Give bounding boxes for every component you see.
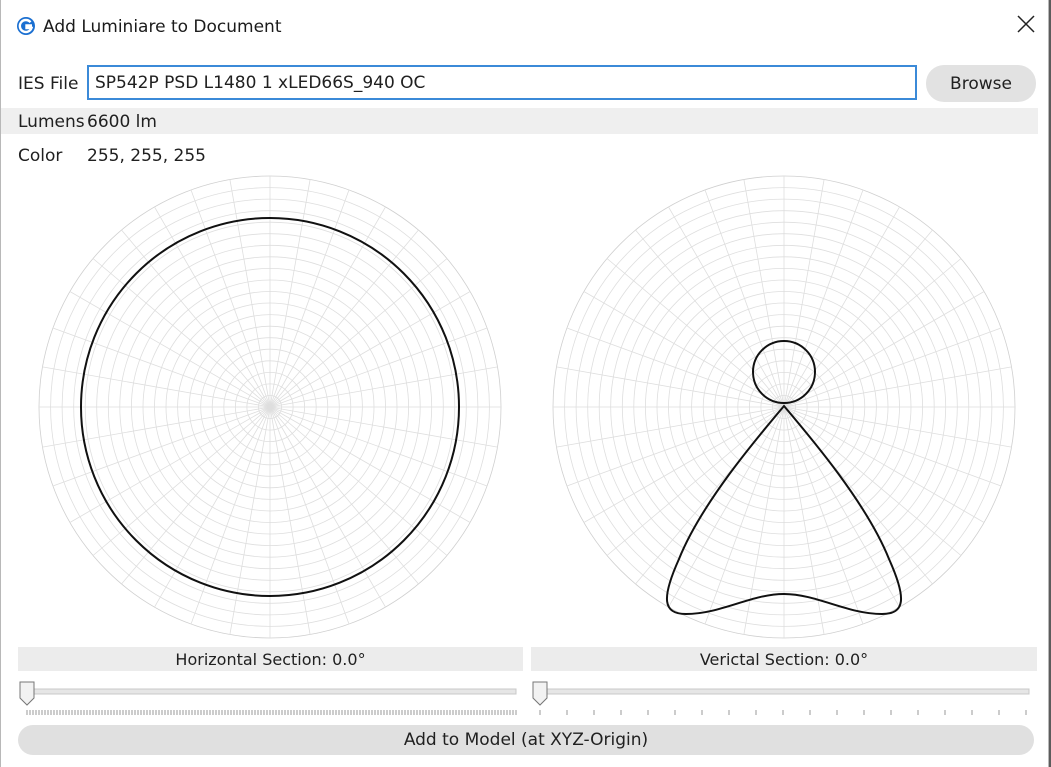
- window-title: Add Luminiare to Document: [43, 17, 282, 37]
- slider-thumb[interactable]: [19, 681, 35, 706]
- vertical-section-label: Verictal Section: 0.0°: [531, 647, 1037, 671]
- lumens-label: Lumens: [18, 112, 85, 132]
- add-to-model-button[interactable]: Add to Model (at XYZ-Origin): [18, 725, 1034, 755]
- horizontal-section-slider[interactable]: [18, 680, 520, 720]
- lumens-value: 6600 lm: [87, 112, 157, 132]
- color-value: 255, 255, 255: [87, 146, 206, 166]
- vertical-section-slider[interactable]: [531, 680, 1033, 720]
- color-label: Color: [18, 146, 63, 166]
- slider-ticks: [539, 710, 1027, 715]
- horizontal-distribution-curve: [80, 217, 460, 597]
- lumens-row: Lumens 6600 lm: [1, 108, 1038, 134]
- downward-lobe-curve: [666, 404, 902, 616]
- ies-file-input[interactable]: [87, 65, 917, 100]
- close-button[interactable]: [1008, 6, 1044, 42]
- upward-lobe-curve: [752, 340, 816, 404]
- horizontal-section-label: Horizontal Section: 0.0°: [18, 647, 523, 671]
- close-icon[interactable]: [1017, 15, 1035, 33]
- title-bar: Add Luminiare to Document: [1, 0, 1048, 52]
- horizontal-polar-chart: [38, 175, 502, 639]
- ies-file-label: IES File: [18, 74, 79, 94]
- vertical-polar-chart: [552, 175, 1016, 639]
- polar-grid: [38, 175, 502, 639]
- app-logo-icon: [17, 17, 35, 35]
- polar-grid: [552, 175, 1016, 639]
- slider-thumb[interactable]: [532, 681, 548, 706]
- browse-button[interactable]: Browse: [926, 65, 1036, 102]
- slider-ticks: [26, 710, 517, 715]
